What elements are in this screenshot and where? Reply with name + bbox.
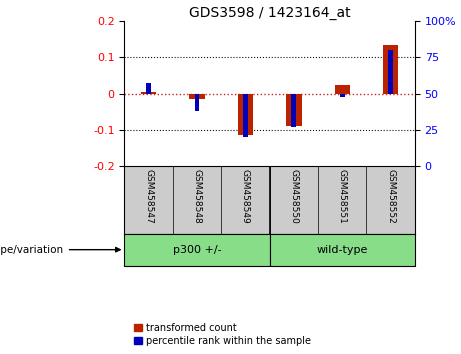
- Text: genotype/variation: genotype/variation: [0, 245, 120, 255]
- Text: GSM458552: GSM458552: [386, 169, 395, 224]
- Bar: [286, 93, 301, 126]
- Text: GSM458550: GSM458550: [290, 169, 298, 224]
- Bar: [388, 50, 393, 93]
- Bar: [291, 93, 296, 127]
- Text: p300 +/-: p300 +/-: [173, 245, 221, 255]
- Text: GSM458547: GSM458547: [144, 169, 153, 224]
- Bar: [146, 84, 151, 93]
- Text: GSM458549: GSM458549: [241, 169, 250, 224]
- Text: GSM458548: GSM458548: [193, 169, 201, 224]
- Bar: [243, 93, 248, 137]
- Bar: [238, 93, 253, 135]
- Bar: [270, 234, 415, 266]
- Text: GSM458551: GSM458551: [338, 169, 347, 224]
- Bar: [383, 45, 398, 93]
- Bar: [189, 93, 205, 99]
- Bar: [195, 93, 200, 111]
- Bar: [335, 85, 350, 93]
- Legend: transformed count, percentile rank within the sample: transformed count, percentile rank withi…: [134, 323, 311, 346]
- Bar: [141, 92, 156, 93]
- Title: GDS3598 / 1423164_at: GDS3598 / 1423164_at: [189, 6, 350, 20]
- Bar: [124, 234, 270, 266]
- Bar: [340, 93, 345, 97]
- Text: wild-type: wild-type: [317, 245, 368, 255]
